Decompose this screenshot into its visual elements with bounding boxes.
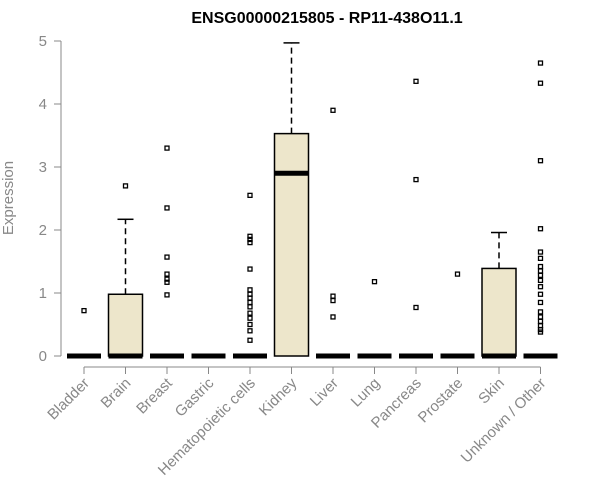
outlier-4-6 — [247, 299, 253, 306]
x-tick-label-7: Lung — [348, 375, 384, 411]
outlier-4-2 — [247, 321, 253, 328]
x-tick-label-10: Skin — [475, 375, 508, 408]
outlier-11-8 — [537, 284, 544, 290]
outlier-1-0 — [122, 183, 129, 189]
outlier-6-3 — [330, 107, 336, 113]
box-4 — [233, 192, 267, 359]
outlier-6-2 — [330, 293, 336, 299]
box-body-10 — [481, 267, 517, 357]
outlier-4-3 — [247, 315, 253, 321]
outlier-2-6 — [164, 145, 170, 151]
box-0 — [67, 307, 101, 359]
outlier-11-18 — [537, 60, 544, 66]
outlier-9-0 — [454, 271, 461, 277]
y-tick-label-3: 3 — [39, 159, 47, 176]
axes: 0 1 2 3 4 5 — [39, 33, 541, 374]
outlier-8-0 — [413, 304, 419, 311]
outlier-4-11 — [247, 239, 253, 246]
boxes-group — [67, 42, 558, 359]
outlier-11-11 — [537, 268, 544, 274]
outlier-2-0 — [164, 292, 170, 298]
outlier-11-14 — [537, 249, 544, 255]
outlier-4-0 — [247, 337, 253, 343]
box-5 — [273, 42, 310, 357]
box-8 — [399, 78, 433, 359]
outlier-2-2 — [164, 276, 170, 282]
y-tick-label-5: 5 — [39, 33, 47, 50]
outlier-4-9 — [247, 287, 253, 293]
outlier-11-7 — [537, 291, 544, 297]
outlier-4-10 — [247, 266, 253, 272]
outlier-4-13 — [247, 233, 253, 239]
outlier-2-1 — [164, 279, 170, 285]
outlier-2-3 — [164, 271, 170, 277]
y-tick-label-4: 4 — [39, 96, 47, 113]
outlier-11-17 — [537, 80, 544, 86]
x-tick-label-9: Prostate — [415, 375, 467, 427]
outlier-6-1 — [330, 297, 336, 304]
chart-title: ENSG00000215805 - RP11-438O11.1 — [191, 10, 462, 27]
outlier-11-4 — [537, 314, 544, 320]
x-tick-label-0: Bladder — [44, 375, 93, 424]
outlier-11-15 — [537, 226, 544, 232]
outlier-2-5 — [164, 205, 170, 211]
outlier-7-0 — [371, 279, 378, 285]
x-tick-label-5: Kidney — [256, 374, 301, 419]
outlier-11-2 — [537, 323, 544, 329]
y-tick-label-0: 0 — [39, 348, 47, 365]
box-11 — [523, 60, 558, 359]
outlier-4-12 — [247, 236, 253, 243]
outlier-11-13 — [537, 255, 544, 262]
outlier-11-16 — [537, 158, 544, 164]
outlier-11-10 — [537, 272, 544, 279]
outlier-4-4 — [247, 310, 253, 316]
outlier-8-2 — [413, 78, 419, 84]
x-tick-label-1: Brain — [98, 375, 135, 412]
x-tick-label-6: Liver — [307, 375, 342, 410]
x-tick-label-2: Breast — [133, 374, 176, 417]
outlier-11-9 — [537, 277, 544, 284]
y-tick-label-2: 2 — [39, 222, 47, 239]
y-tick-label-1: 1 — [39, 285, 47, 302]
box-9 — [440, 271, 475, 359]
outlier-4-8 — [247, 291, 253, 297]
box-10 — [481, 231, 517, 359]
box-1 — [107, 183, 144, 359]
outlier-8-1 — [413, 176, 419, 183]
box-7 — [357, 279, 392, 359]
outlier-4-14 — [247, 192, 253, 199]
outlier-11-6 — [537, 299, 544, 306]
y-axis-label: Expression — [0, 161, 17, 235]
outlier-6-0 — [330, 314, 336, 320]
box-body-1 — [107, 293, 144, 357]
outlier-4-1 — [247, 328, 253, 334]
outlier-11-3 — [537, 318, 544, 325]
outlier-11-12 — [537, 263, 544, 270]
outlier-0-0 — [81, 307, 87, 314]
box-6 — [316, 107, 350, 359]
box-body-5 — [273, 132, 310, 357]
box-2 — [150, 145, 184, 359]
outlier-2-4 — [164, 254, 170, 260]
outlier-4-5 — [247, 304, 253, 310]
outlier-11-5 — [537, 309, 544, 315]
